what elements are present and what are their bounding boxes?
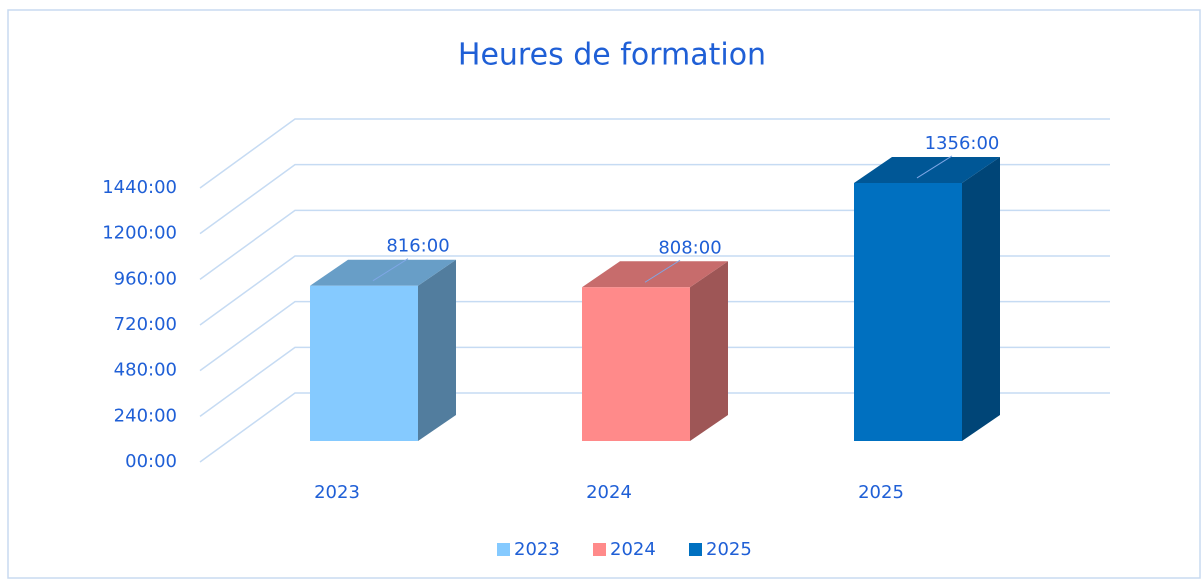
- y-tick-label: 1200:00: [102, 223, 177, 244]
- x-tick-label: 2024: [586, 482, 632, 503]
- data-label: 808:00: [658, 237, 721, 258]
- bar-side: [962, 156, 1000, 441]
- bar-top: [854, 156, 1000, 183]
- legend-swatch: [593, 543, 606, 556]
- bar: [582, 287, 690, 441]
- grid-line: [199, 255, 1110, 326]
- y-tick-label: 720:00: [114, 314, 177, 335]
- bar-top: [310, 259, 456, 286]
- y-tick-label: 960:00: [114, 268, 177, 289]
- bar-side: [418, 259, 456, 441]
- bar-top: [582, 261, 728, 288]
- y-tick-label: 480:00: [114, 360, 177, 381]
- legend-swatch: [689, 543, 702, 556]
- data-label: 816:00: [386, 236, 449, 257]
- x-tick-label: 2023: [314, 482, 360, 503]
- grid-line: [199, 346, 1110, 417]
- chart-title: Heures de formation: [458, 38, 766, 73]
- leader-line: [644, 259, 681, 283]
- data-label: 1356:00: [925, 133, 1000, 154]
- bar-side: [690, 261, 728, 441]
- grid-line: [199, 163, 1110, 235]
- leader-line: [916, 155, 953, 179]
- grid-line: [199, 118, 1110, 189]
- leader-line: [372, 258, 409, 282]
- y-tick-label: 1440:00: [102, 177, 177, 198]
- grid-line: [199, 209, 1110, 280]
- bar: [854, 182, 962, 441]
- legend-label: 2023: [514, 539, 560, 560]
- grid-line: [199, 392, 1110, 463]
- y-tick-label: 00:00: [125, 451, 177, 472]
- legend-label: 2025: [706, 539, 752, 560]
- x-tick-label: 2025: [858, 482, 904, 503]
- legend-swatch: [497, 543, 510, 556]
- y-tick-label: 240:00: [114, 405, 177, 426]
- grid-line: [199, 300, 1110, 372]
- legend-label: 2024: [610, 539, 656, 560]
- bar: [310, 285, 418, 441]
